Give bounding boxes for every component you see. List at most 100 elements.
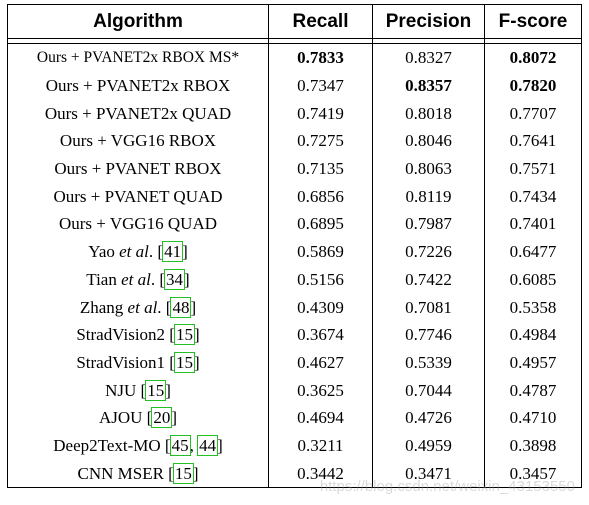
precision-cell: 0.8357	[372, 71, 485, 100]
algorithm-name: CNN MSER	[77, 463, 169, 483]
fscore-cell: 0.4957	[484, 348, 582, 377]
table-row: StradVision1 [15] 0.4627 0.5339 0.4957	[7, 348, 582, 377]
fscore-cell: 0.7401	[484, 210, 582, 238]
precision-cell: 0.7987	[372, 210, 485, 238]
fscore-cell: 0.4787	[484, 376, 582, 404]
citation-link[interactable]: 15	[173, 324, 195, 346]
fscore-cell: 0.6085	[484, 265, 582, 294]
algorithm-cell: Ours + PVANET QUAD	[7, 182, 269, 211]
fscore-cell: 0.3898	[484, 431, 582, 460]
algorithm-name: StradVision1	[76, 352, 170, 372]
precision-cell: 0.7746	[372, 320, 485, 349]
algorithm-name: Ours + PVANET2x RBOX MS*	[36, 49, 240, 67]
recall-cell: 0.4309	[268, 293, 373, 321]
fscore-cell: 0.7707	[484, 99, 582, 128]
recall-cell: 0.3625	[268, 376, 373, 404]
algorithm-cell: Ours + PVANET2x RBOX MS*	[7, 42, 269, 72]
algorithm-cell: Ours + PVANET RBOX	[7, 154, 269, 183]
algorithm-name: Ours + PVANET2x RBOX	[45, 76, 231, 96]
precision-cell: 0.5339	[372, 348, 485, 377]
recall-cell: 0.3674	[268, 320, 373, 349]
precision-cell: 0.7422	[372, 265, 485, 294]
algorithm-name: Ours + PVANET QUAD	[53, 186, 223, 206]
header-precision: Precision	[372, 4, 485, 39]
recall-cell: 0.4694	[268, 403, 373, 432]
table-body: Ours + PVANET2x RBOX MS* 0.7833 0.8327 0.80…	[7, 42, 582, 489]
precision-cell: 0.7226	[372, 237, 485, 266]
fscore-cell: 0.7820	[484, 71, 582, 100]
citation-link[interactable]: 15	[145, 379, 167, 401]
recall-cell: 0.6895	[268, 210, 373, 238]
recall-cell: 0.7135	[268, 154, 373, 183]
algorithm-name: StradVision2	[76, 325, 170, 345]
results-table-container: Algorithm Recall Precision F-score Ours …	[7, 4, 582, 489]
table-row: Ours + PVANET RBOX 0.7135 0.8063 0.7571	[7, 154, 582, 183]
algorithm-name: NJU	[105, 380, 141, 400]
precision-cell: 0.8046	[372, 127, 485, 155]
recall-cell: 0.7419	[268, 99, 373, 128]
fscore-cell: 0.8072	[484, 42, 582, 72]
fscore-cell: 0.3457	[484, 459, 582, 489]
header-recall: Recall	[268, 4, 373, 39]
algorithm-cell: Ours + PVANET2x RBOX	[7, 71, 269, 100]
table-row: Ours + PVANET2x QUAD 0.7419 0.8018 0.7707	[7, 99, 582, 128]
fscore-cell: 0.7641	[484, 127, 582, 155]
algorithm-name: Zhang	[79, 297, 128, 317]
fscore-cell: 0.5358	[484, 293, 582, 321]
algorithm-name: Ours + PVANET2x QUAD	[44, 103, 232, 123]
fscore-cell: 0.4984	[484, 320, 582, 349]
citation-link[interactable]: 15	[172, 462, 194, 484]
table-row: Ours + VGG16 QUAD 0.6895 0.7987 0.7401	[7, 210, 582, 238]
citation-link[interactable]: 34	[164, 268, 186, 290]
header-algorithm: Algorithm	[7, 4, 269, 39]
fscore-cell: 0.6477	[484, 237, 582, 266]
citation-link[interactable]: 44	[197, 434, 219, 456]
fscore-cell: 0.7434	[484, 182, 582, 211]
precision-cell: 0.7081	[372, 293, 485, 321]
citation-link[interactable]: 41	[162, 241, 184, 263]
algorithm-cell: Ours + VGG16 QUAD	[7, 210, 269, 238]
algorithm-cell: Yao et al. [41]	[7, 237, 269, 266]
recall-cell: 0.7833	[268, 42, 373, 72]
algorithm-etal: et al	[127, 297, 158, 317]
algorithm-name: Ours + VGG16 RBOX	[59, 131, 217, 151]
algorithm-cell: AJOU [20]	[7, 403, 269, 432]
recall-cell: 0.5869	[268, 237, 373, 266]
recall-cell: 0.3211	[268, 431, 373, 460]
algorithm-name: AJOU	[98, 408, 147, 428]
algorithm-name: Deep2Text-MO	[53, 435, 165, 455]
algorithm-suffix: .	[148, 242, 158, 262]
table-row: AJOU [20] 0.4694 0.4726 0.4710	[7, 403, 582, 432]
algorithm-cell: Deep2Text-MO [45, 44]	[7, 431, 269, 460]
citation-link[interactable]: 48	[170, 296, 192, 318]
algorithm-cell: Ours + VGG16 RBOX	[7, 127, 269, 155]
algorithm-name: Yao	[88, 242, 120, 262]
precision-cell: 0.7044	[372, 376, 485, 404]
citation-link[interactable]: 45	[169, 434, 191, 456]
fscore-cell: 0.4710	[484, 403, 582, 432]
recall-cell: 0.4627	[268, 348, 373, 377]
algorithm-name: Tian	[86, 269, 122, 289]
table-row: Ours + PVANET2x RBOX MS* 0.7833 0.8327 0.80…	[7, 42, 582, 72]
header-row: Algorithm Recall Precision F-score	[7, 4, 582, 39]
citation-link[interactable]: 15	[173, 351, 195, 373]
table-row: NJU [15] 0.3625 0.7044 0.4787	[7, 376, 582, 404]
precision-cell: 0.4959	[372, 431, 485, 460]
recall-cell: 0.7347	[268, 71, 373, 100]
algorithm-cell: CNN MSER [15]	[7, 459, 269, 489]
fscore-cell: 0.7571	[484, 154, 582, 183]
citation-link[interactable]: 20	[151, 407, 173, 429]
precision-cell: 0.3471	[372, 459, 485, 489]
table-row: CNN MSER [15] 0.3442 0.3471 0.3457	[7, 459, 582, 489]
algorithm-etal: et al	[121, 269, 151, 289]
precision-cell: 0.8063	[372, 154, 485, 183]
table-row: Zhang et al. [48] 0.4309 0.7081 0.5358	[7, 293, 582, 321]
table-row: Ours + PVANET QUAD 0.6856 0.8119 0.7434	[7, 182, 582, 211]
table-row: StradVision2 [15] 0.3674 0.7746 0.4984	[7, 320, 582, 349]
precision-cell: 0.8018	[372, 99, 485, 128]
recall-cell: 0.6856	[268, 182, 373, 211]
precision-cell: 0.8119	[372, 182, 485, 211]
algorithm-name: Ours + PVANET RBOX	[54, 159, 222, 179]
table-row: Deep2Text-MO [45, 44] 0.3211 0.4959 0.3898	[7, 431, 582, 460]
algorithm-cell: StradVision2 [15]	[7, 320, 269, 349]
